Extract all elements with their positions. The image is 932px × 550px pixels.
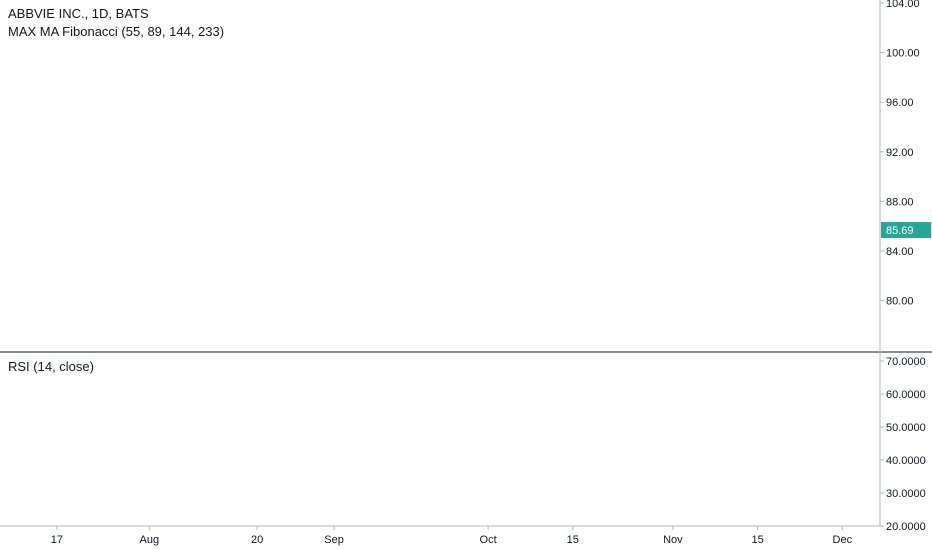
price-scale[interactable] xyxy=(881,0,932,550)
price-tick-label: 88.00 xyxy=(886,196,914,208)
last-price-badge[interactable] xyxy=(881,222,931,239)
rsi-tick-label: 30.0000 xyxy=(886,488,926,500)
ma-indicator-legend[interactable]: MAX MA Fibonacci (55, 89, 144, 233) xyxy=(8,24,225,39)
price-tick-label: 96.00 xyxy=(886,97,914,109)
time-tick-label: Dec xyxy=(833,534,853,546)
price-tick-label: 100.00 xyxy=(886,48,920,60)
symbol-legend[interactable]: ABBVIE INC., 1D, BATS xyxy=(8,6,149,21)
rsi-tick-label: 50.0000 xyxy=(886,422,926,434)
time-tick-label: Oct xyxy=(480,534,497,546)
rsi-tick-label: 70.0000 xyxy=(886,356,926,368)
time-tick-label: 15 xyxy=(567,534,579,546)
last-price-label: 85.69 xyxy=(886,225,914,237)
time-tick-label: Aug xyxy=(140,534,160,546)
rsi-tick-label: 60.0000 xyxy=(886,389,926,401)
time-tick-label: 20 xyxy=(251,534,263,546)
price-tick-label: 104.00 xyxy=(886,0,920,10)
price-tick-label: 84.00 xyxy=(886,246,914,258)
time-tick-label: Nov xyxy=(663,534,683,546)
price-tick-label: 80.00 xyxy=(886,296,914,308)
time-tick-label: 15 xyxy=(751,534,763,546)
time-tick-label: Sep xyxy=(324,534,344,546)
time-tick-label: 17 xyxy=(51,534,63,546)
rsi-indicator-legend[interactable]: RSI (14, close) xyxy=(8,359,94,374)
price-tick-label: 92.00 xyxy=(886,147,914,159)
rsi-tick-label: 20.0000 xyxy=(886,521,926,533)
rsi-tick-label: 40.0000 xyxy=(886,455,926,467)
